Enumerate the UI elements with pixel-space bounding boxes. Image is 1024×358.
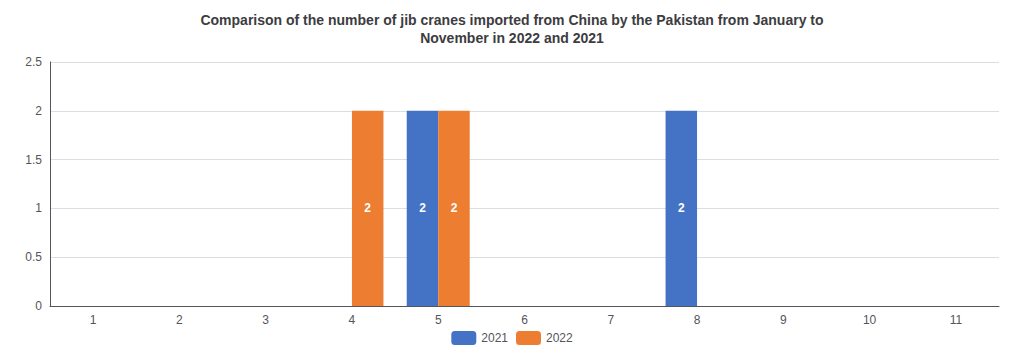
svg-text:2: 2 — [176, 313, 183, 327]
svg-text:2021: 2021 — [481, 331, 508, 345]
svg-text:7: 7 — [607, 313, 614, 327]
svg-text:2: 2 — [678, 201, 685, 215]
svg-text:6: 6 — [521, 313, 528, 327]
svg-text:2: 2 — [35, 104, 42, 118]
svg-text:3: 3 — [262, 313, 269, 327]
svg-text:4: 4 — [349, 313, 356, 327]
svg-text:Comparison of the number of ji: Comparison of the number of jib cranes i… — [200, 12, 823, 28]
svg-text:2: 2 — [364, 201, 371, 215]
svg-text:2022: 2022 — [546, 331, 573, 345]
svg-text:10: 10 — [863, 313, 877, 327]
svg-text:2: 2 — [419, 201, 426, 215]
svg-text:2.5: 2.5 — [25, 55, 42, 69]
svg-text:9: 9 — [780, 313, 787, 327]
svg-text:11: 11 — [950, 313, 963, 327]
svg-text:1: 1 — [90, 313, 97, 327]
svg-text:2: 2 — [451, 201, 458, 215]
svg-text:1.5: 1.5 — [25, 153, 42, 167]
svg-text:5: 5 — [435, 313, 442, 327]
svg-text:8: 8 — [694, 313, 701, 327]
svg-text:0: 0 — [35, 299, 42, 313]
svg-text:November in 2022 and 2021: November in 2022 and 2021 — [420, 30, 604, 46]
svg-text:0.5: 0.5 — [25, 250, 42, 264]
svg-text:1: 1 — [35, 201, 42, 215]
